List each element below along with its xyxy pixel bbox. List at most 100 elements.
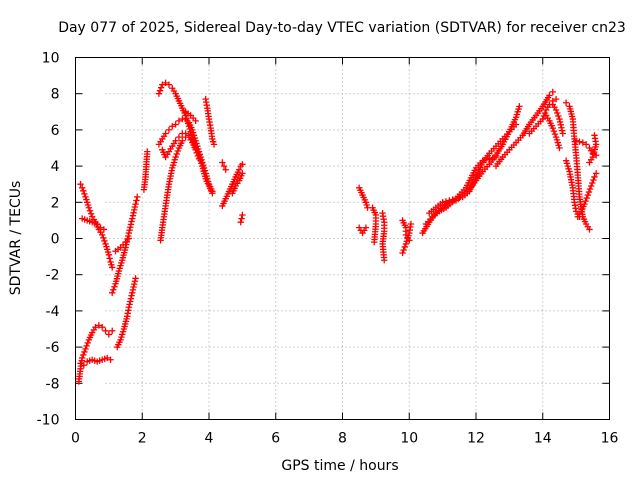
data-point <box>235 166 243 173</box>
y-tick-label: -2 <box>46 268 60 284</box>
data-point <box>77 181 84 188</box>
data-point <box>492 153 500 161</box>
series-d3 <box>422 153 500 228</box>
y-tick-labels: -10 -8 -6 -4 -2 0 2 4 6 8 10 <box>37 51 60 429</box>
series-b5 <box>182 108 199 125</box>
data-point <box>100 234 107 242</box>
x-tick-label: 12 <box>467 431 485 447</box>
x-axis-label: GPS time / hours <box>281 458 398 474</box>
data-point <box>110 286 117 293</box>
y-tick-label: -6 <box>46 340 60 356</box>
data-point <box>209 190 216 197</box>
chart-title: Day 077 of 2025, Sidereal Day-to-day VTE… <box>58 20 626 36</box>
data-point <box>78 354 86 362</box>
y-tick-label: 6 <box>51 123 60 139</box>
data-point <box>78 184 86 192</box>
x-tick-label: 8 <box>338 431 347 447</box>
data-point <box>585 188 593 196</box>
y-tick-label: 2 <box>51 195 60 211</box>
data-point <box>87 210 95 217</box>
y-tick-label: 0 <box>51 232 60 248</box>
data-point <box>95 322 103 329</box>
data-point <box>155 90 163 97</box>
data-point <box>165 81 173 88</box>
data-point <box>572 137 580 144</box>
data-point <box>81 190 88 198</box>
data-point <box>106 255 113 262</box>
series-e4 <box>574 170 600 220</box>
series-c2 <box>355 224 370 237</box>
data-point <box>162 79 169 87</box>
data-point <box>127 295 135 302</box>
data-point <box>400 246 407 254</box>
data-point <box>105 251 113 258</box>
data-point <box>105 331 113 338</box>
data-point <box>172 153 179 161</box>
series-b10 <box>237 211 246 226</box>
y-tick-label: 10 <box>42 51 60 67</box>
series-b4 <box>159 130 203 163</box>
data-point <box>591 132 598 139</box>
series-a8 <box>140 148 151 193</box>
data-point <box>101 237 108 245</box>
data-point <box>157 84 165 91</box>
data-point <box>516 103 523 110</box>
data-point <box>194 152 202 160</box>
data-point <box>132 275 139 282</box>
y-tick-label: -10 <box>37 413 60 429</box>
data-point <box>104 354 111 362</box>
data-point <box>175 117 183 125</box>
data-point <box>174 147 182 155</box>
series-d6 <box>542 112 563 152</box>
series-c1 <box>355 184 371 211</box>
data-point <box>579 139 586 146</box>
data-point <box>546 92 553 99</box>
data-point <box>127 224 134 231</box>
data-point <box>479 157 486 164</box>
data-point <box>381 257 388 264</box>
data-point <box>592 170 600 177</box>
data-point <box>129 212 137 219</box>
x-tick-label: 0 <box>71 431 80 447</box>
data-point <box>439 199 446 206</box>
series-a2 <box>75 322 116 385</box>
data-point <box>131 206 138 214</box>
data-point <box>586 226 593 233</box>
data-point <box>238 215 245 222</box>
data-point <box>165 126 173 134</box>
x-tick-label: 16 <box>601 431 619 447</box>
data-point <box>82 345 89 353</box>
data-point <box>582 197 589 205</box>
series-b6 <box>202 95 218 148</box>
data-point <box>576 138 583 145</box>
data-point <box>219 159 226 166</box>
data-point <box>127 221 135 228</box>
data-point <box>587 182 595 190</box>
data-point <box>128 218 135 225</box>
data-point <box>442 198 450 205</box>
data-point <box>109 289 116 296</box>
data-point <box>489 154 496 162</box>
data-point <box>456 194 463 201</box>
data-point <box>558 124 565 131</box>
data-point <box>127 298 134 305</box>
data-point <box>86 207 94 214</box>
data-point <box>371 238 378 246</box>
data-point <box>551 130 559 138</box>
data-point <box>84 339 91 347</box>
data-point <box>131 280 138 288</box>
y-tick-label: -8 <box>46 376 60 392</box>
data-point <box>179 137 186 144</box>
data-point <box>122 238 129 246</box>
data-point <box>81 348 88 356</box>
data-point <box>109 327 116 335</box>
data-point <box>512 121 520 128</box>
data-point <box>130 283 137 291</box>
series-d4 <box>492 88 556 170</box>
data-point <box>407 220 415 228</box>
data-point <box>132 200 139 208</box>
data-point <box>99 323 106 331</box>
y-tick-label: 4 <box>51 159 60 175</box>
data-point <box>557 121 564 129</box>
data-point <box>584 191 592 199</box>
